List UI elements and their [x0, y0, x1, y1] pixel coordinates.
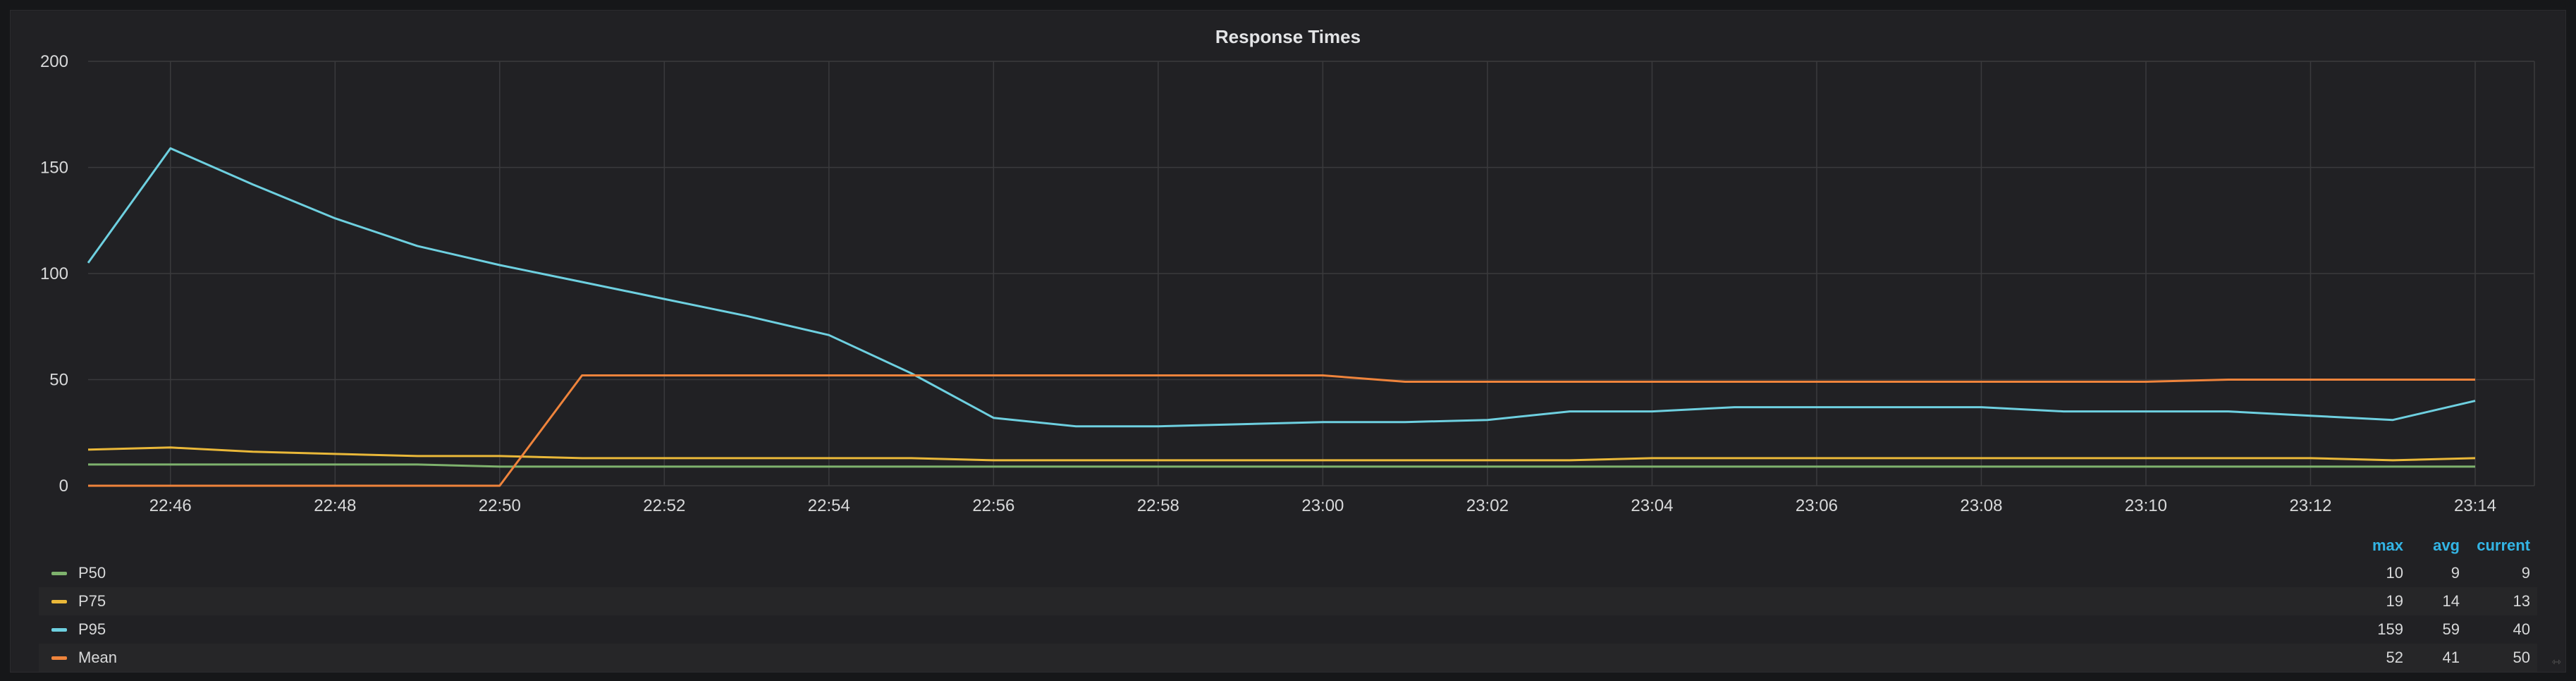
legend-current-value: 50 — [2513, 649, 2530, 666]
x-tick-label: 22:56 — [972, 496, 1014, 515]
legend-row-p75[interactable]: P75 19 14 13 — [39, 587, 2537, 615]
y-tick-label: 200 — [40, 52, 68, 71]
legend-current-value: 40 — [2513, 620, 2530, 638]
x-tick-label: 22:48 — [314, 496, 356, 515]
y-tick-label: 50 — [49, 371, 68, 390]
x-tick-label: 22:46 — [149, 496, 192, 515]
x-tick-label: 23:00 — [1301, 496, 1344, 515]
legend-current-header[interactable]: current — [2477, 536, 2530, 554]
y-tick-label: 150 — [40, 159, 68, 178]
legend-avg-header[interactable]: avg — [2433, 536, 2460, 554]
legend-series-name[interactable]: P50 — [78, 564, 106, 582]
legend-series-name[interactable]: Mean — [78, 649, 118, 666]
legend-swatch[interactable] — [51, 572, 67, 575]
legend-row-p95[interactable]: P95 159 59 40 — [39, 615, 2537, 644]
x-tick-label: 23:12 — [2289, 496, 2331, 515]
x-tick-label: 22:54 — [808, 496, 850, 515]
series-line-p95 — [87, 147, 2476, 428]
resize-handle-icon[interactable]: ⇿ — [2551, 656, 2561, 668]
series-lines — [87, 147, 2476, 487]
legend-current-value: 13 — [2513, 592, 2530, 610]
x-tick-label: 23:08 — [1960, 496, 2002, 515]
x-tick-label: 23:06 — [1796, 496, 1838, 515]
legend-row-p50[interactable]: P50 10 9 9 — [39, 559, 2537, 587]
chart-grid — [88, 61, 2535, 486]
legend-max-value: 19 — [2386, 592, 2403, 610]
legend-avg-value: 41 — [2442, 649, 2460, 666]
x-tick-label: 22:50 — [479, 496, 521, 515]
legend-max-value: 52 — [2386, 649, 2403, 666]
legend-series-name[interactable]: P95 — [78, 620, 106, 638]
legend-series-name[interactable]: P75 — [78, 592, 106, 610]
series-line-p50 — [88, 463, 2475, 468]
x-axis: 22:46 22:48 22:50 22:52 22:54 22:56 22:58 23:00… — [149, 496, 2496, 515]
series-line-p75 — [87, 446, 2476, 462]
x-tick-label: 23:04 — [1631, 496, 1673, 515]
y-tick-label: 100 — [40, 264, 68, 283]
legend-avg-value: 9 — [2451, 564, 2460, 582]
legend-current-value: 9 — [2521, 564, 2530, 582]
legend: max avg current P50 10 9 9 P75 19 14 13 … — [39, 531, 2537, 672]
legend-max-value: 10 — [2386, 564, 2403, 582]
legend-row-mean[interactable]: Mean 52 41 50 — [39, 644, 2537, 672]
x-tick-label: 22:58 — [1137, 496, 1179, 515]
legend-swatch[interactable] — [51, 656, 67, 660]
y-tick-label: 0 — [59, 477, 68, 496]
legend-max-value: 159 — [2377, 620, 2403, 638]
x-tick-label: 23:14 — [2454, 496, 2496, 515]
graph-panel: Response Times 0 50 100 150 200 22:46 22:48 22… — [10, 10, 2566, 673]
legend-avg-value: 59 — [2442, 620, 2460, 638]
legend-swatch[interactable] — [51, 628, 67, 632]
x-tick-label: 23:10 — [2125, 496, 2167, 515]
series-line-mean — [88, 374, 2475, 487]
legend-header: max avg current — [39, 531, 2537, 559]
legend-avg-value: 14 — [2442, 592, 2460, 610]
legend-max-header[interactable]: max — [2372, 536, 2403, 554]
panel-title[interactable]: Response Times — [1215, 26, 1361, 47]
x-tick-label: 22:52 — [643, 496, 685, 515]
x-tick-label: 23:02 — [1466, 496, 1509, 515]
y-axis: 0 50 100 150 200 — [40, 52, 68, 496]
legend-swatch[interactable] — [51, 600, 67, 603]
